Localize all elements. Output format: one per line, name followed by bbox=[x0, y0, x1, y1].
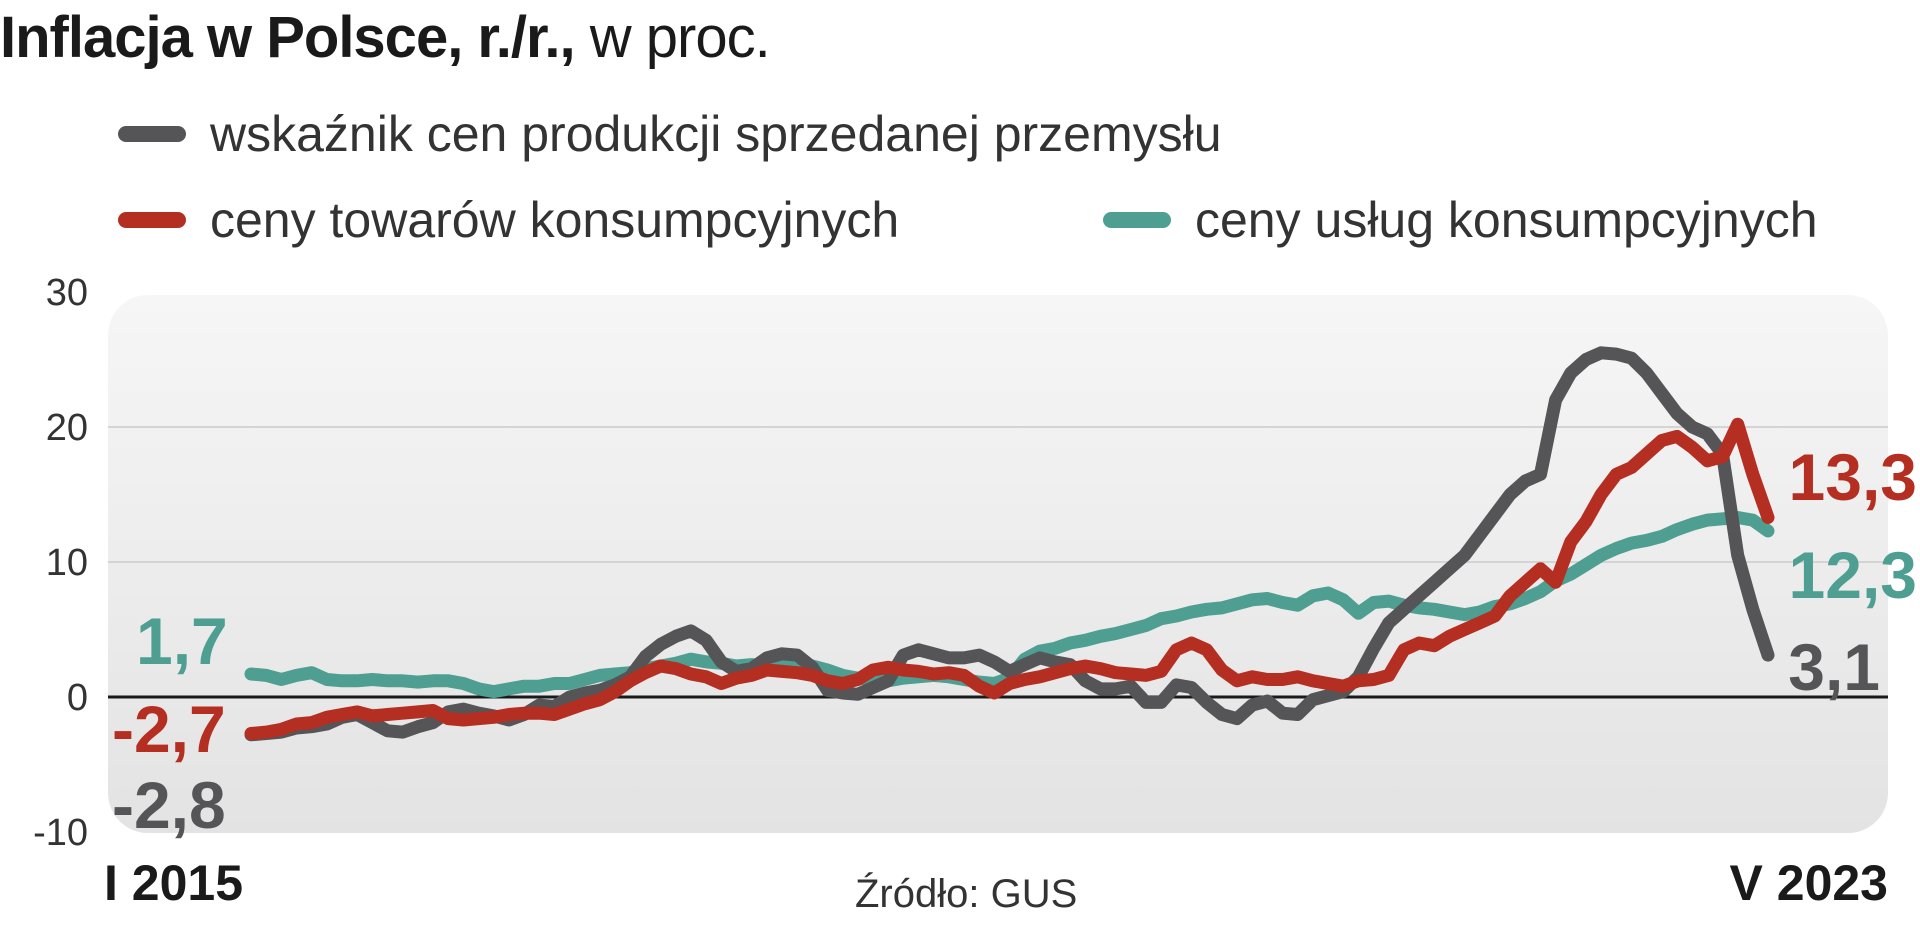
value-label-consumer-goods-start: -2,7 bbox=[112, 692, 226, 766]
y-tick-label: 0 bbox=[67, 677, 88, 719]
chart-title-main: Inflacja w Polsce, r./r., bbox=[0, 5, 576, 70]
legend-label-industrial-prices: wskaźnik cen produkcji sprzedanej przemy… bbox=[210, 106, 1222, 162]
y-tick-label: -10 bbox=[33, 812, 88, 854]
x-axis-start-label: I 2015 bbox=[104, 855, 243, 911]
legend-swatch-industrial-prices bbox=[118, 126, 186, 142]
y-tick-label: 30 bbox=[46, 272, 88, 314]
series-line-consumer-goods bbox=[244, 417, 1775, 740]
value-label-consumer-goods-end: 13,3 bbox=[1789, 440, 1917, 514]
legend-swatch-consumer-services bbox=[1103, 212, 1171, 228]
y-axis-ticks: 30 20 10 0 -10 bbox=[33, 272, 88, 854]
legend-item-consumer-services: ceny usług konsumpcyjnych bbox=[1103, 190, 1818, 250]
plot-area bbox=[108, 295, 1888, 833]
series-lines bbox=[244, 346, 1775, 742]
legend-item-consumer-goods: ceny towarów konsumpcyjnych bbox=[118, 190, 899, 250]
x-axis-end-label: V 2023 bbox=[1730, 855, 1888, 911]
legend-item-industrial-prices: wskaźnik cen produkcji sprzedanej przemy… bbox=[118, 104, 1222, 164]
series-value-labels: -2,8-2,7 1,7 3,1 13,3 12,3 bbox=[112, 440, 1917, 842]
value-label-industrial-prices-end: 3,1 bbox=[1788, 630, 1880, 704]
value-label-consumer-services-start: 1,7 bbox=[136, 604, 228, 678]
source-note: Źródło: GUS bbox=[855, 872, 1078, 916]
y-tick-label: 20 bbox=[46, 407, 88, 449]
chart-title-unit: w proc. bbox=[589, 5, 771, 70]
legend-label-consumer-goods: ceny towarów konsumpcyjnych bbox=[210, 192, 900, 248]
legend-label-consumer-services: ceny usług konsumpcyjnych bbox=[1195, 192, 1818, 248]
chart-title: Inflacja w Polsce, r./r., w proc. bbox=[0, 4, 771, 71]
value-label-industrial-prices-start: -2,8 bbox=[112, 768, 226, 842]
value-label-consumer-services-end: 12,3 bbox=[1789, 538, 1917, 612]
legend-swatch-consumer-goods bbox=[118, 212, 186, 228]
y-tick-label: 10 bbox=[46, 542, 88, 584]
